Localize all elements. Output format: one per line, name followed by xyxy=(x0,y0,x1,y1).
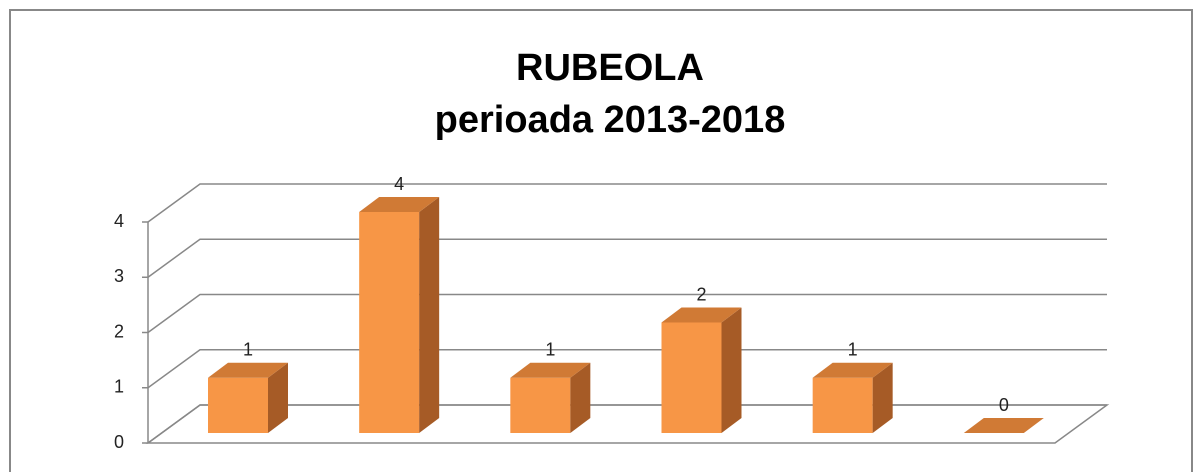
bar-front xyxy=(661,322,722,433)
chart-border xyxy=(9,9,1193,472)
bar-top xyxy=(510,362,591,378)
data-label: 4 xyxy=(394,174,404,194)
y-tick-label: 1 xyxy=(114,377,124,397)
bar-front xyxy=(510,377,571,433)
grid-line xyxy=(147,293,1107,334)
bar xyxy=(359,197,440,433)
bar-side xyxy=(268,362,288,433)
chart-subtitle: perioada 2013-2018 xyxy=(435,99,786,141)
grid-line xyxy=(147,404,1107,444)
data-label: 2 xyxy=(696,284,706,304)
bar-side xyxy=(419,197,440,433)
bar xyxy=(208,362,288,433)
data-label: 1 xyxy=(848,340,858,360)
bar-side xyxy=(721,307,742,433)
data-label: 0 xyxy=(999,395,1009,415)
bar xyxy=(661,307,742,433)
grid-line xyxy=(147,238,1107,278)
bar-side xyxy=(570,362,591,433)
y-tick-label: 2 xyxy=(114,321,124,341)
bar-top xyxy=(359,197,440,212)
bar-side xyxy=(872,362,893,433)
bar-front xyxy=(812,377,873,433)
bar xyxy=(510,362,591,433)
bar-top xyxy=(208,362,288,378)
y-tick-label: 4 xyxy=(114,211,124,231)
bar-top xyxy=(812,362,893,378)
bar xyxy=(812,362,893,433)
bar-front xyxy=(208,377,268,433)
grid-line xyxy=(147,183,1107,223)
y-tick-label: 0 xyxy=(114,432,124,452)
chart-title: RUBEOLA xyxy=(516,47,704,89)
bar-top xyxy=(661,307,742,323)
grid-line xyxy=(147,349,1107,389)
bar-top xyxy=(963,418,1044,433)
bar xyxy=(963,418,1044,433)
y-tick-label: 3 xyxy=(114,266,124,286)
bar-front xyxy=(359,212,420,433)
data-label: 1 xyxy=(243,340,253,360)
data-label: 1 xyxy=(545,340,555,360)
